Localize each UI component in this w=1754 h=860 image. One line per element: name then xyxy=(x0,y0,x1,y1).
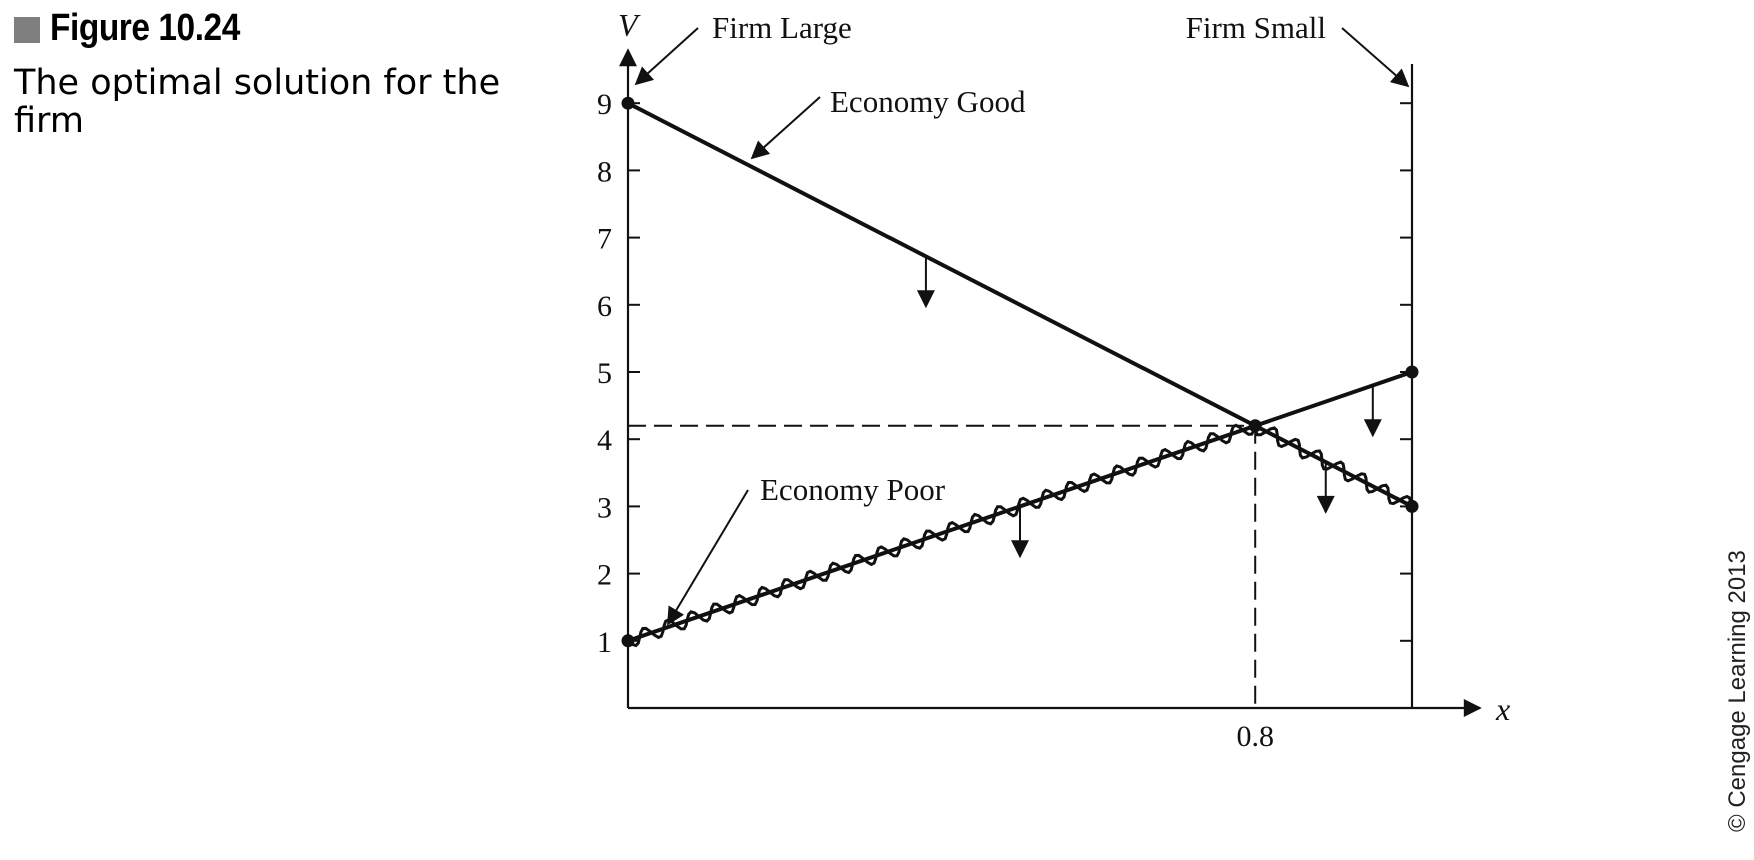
pointer-economy-good xyxy=(750,96,821,160)
pointer-firm-large xyxy=(634,27,699,86)
data-point xyxy=(1405,499,1419,513)
y-tick-label: 4 xyxy=(597,424,612,457)
optimum-point xyxy=(1248,419,1262,433)
data-point xyxy=(621,634,635,648)
axes-layer xyxy=(619,48,1482,717)
labels-layer: 1 2 3 4 5 6 7 8 9 0.8 Vx Firm Large Firm Small Econom… xyxy=(597,7,1510,753)
y-tick-label: 6 xyxy=(597,290,612,323)
x-axis-title: x xyxy=(1495,691,1510,727)
copyright-notice: © Cengage Learning 2013 xyxy=(1724,550,1751,832)
label-economy-poor: Economy Poor xyxy=(760,472,946,507)
figure-marker-square xyxy=(14,17,40,43)
label-firm-small: Firm Small xyxy=(1186,10,1326,45)
y-tick-label: 9 xyxy=(597,88,612,121)
y-tick-label: 7 xyxy=(597,223,612,256)
figure-label: Figure 10.24 xyxy=(50,6,240,49)
y-tick-label: 2 xyxy=(597,559,612,592)
series-layer xyxy=(626,101,1414,648)
lower-envelope-wavy xyxy=(627,419,1413,648)
figure-caption: Figure 10.24 The optimal solution for th… xyxy=(14,4,574,140)
pointer-firm-small xyxy=(1341,27,1410,88)
series-line-economy-good xyxy=(626,101,1414,509)
pointer-economy-poor xyxy=(667,489,749,626)
marks-layer xyxy=(621,96,1419,648)
data-point xyxy=(621,96,635,110)
label-economy-good: Economy Good xyxy=(830,84,1026,119)
y-tick-label: 5 xyxy=(597,357,612,390)
figure-label-row: Figure 10.24 xyxy=(14,4,574,52)
y-axis-title: V xyxy=(618,7,641,43)
y-tick-label: 1 xyxy=(597,626,612,659)
y-tick-label: 8 xyxy=(597,155,612,188)
figure-description: The optimal solution for the firm xyxy=(14,63,501,141)
data-point xyxy=(1405,365,1419,379)
y-tick-label: 3 xyxy=(597,491,612,524)
label-firm-large: Firm Large xyxy=(712,10,852,45)
x-tick-label: 0.8 xyxy=(1236,720,1274,753)
